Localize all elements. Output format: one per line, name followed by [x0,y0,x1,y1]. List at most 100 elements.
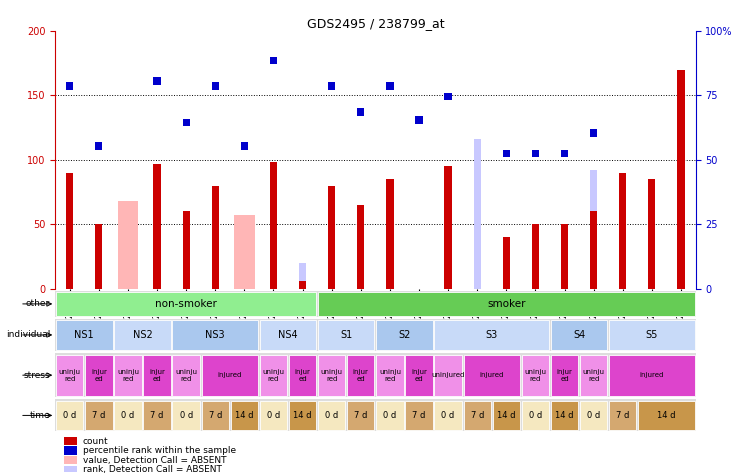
Bar [260,320,316,350]
Bar [270,163,277,289]
Bar [619,173,626,289]
Text: uninju
red: uninju red [175,369,197,382]
Bar [551,355,578,395]
Text: uninju
red: uninju red [583,369,605,382]
Bar [328,82,336,90]
Bar [551,320,607,350]
Text: injur
ed: injur ed [556,369,573,382]
Bar [114,320,171,350]
Bar [64,437,77,446]
Bar [95,142,102,149]
Text: 14 d: 14 d [657,411,676,420]
Bar [677,10,684,18]
Bar [64,447,77,455]
Text: injur
ed: injur ed [353,369,369,382]
Bar [406,401,433,430]
Bar [234,215,255,289]
Text: NS1: NS1 [74,330,94,340]
Bar [56,355,83,395]
Text: value, Detection Call = ABSENT: value, Detection Call = ABSENT [83,456,227,465]
Text: 14 d: 14 d [294,411,312,420]
Text: NS2: NS2 [132,330,152,340]
Bar [648,179,656,289]
Text: NS3: NS3 [205,330,225,340]
Bar [532,224,539,289]
Text: injured: injured [480,372,504,378]
Bar [445,93,452,100]
Bar [376,355,403,395]
Bar [66,82,74,90]
Bar [473,139,481,289]
Bar [85,355,113,395]
Bar [677,70,684,289]
Bar [299,281,306,289]
Text: uninju
red: uninju red [59,369,81,382]
Text: injur
ed: injur ed [411,369,427,382]
Bar [464,401,491,430]
Text: 7 d: 7 d [354,411,367,420]
Bar [492,401,520,430]
Bar [638,401,695,430]
Bar [172,355,200,395]
Bar [503,237,510,289]
Bar [289,355,316,395]
Bar [153,164,160,289]
Bar [202,401,229,430]
Text: 0 d: 0 d [325,411,339,420]
Text: 14 d: 14 d [235,411,254,420]
Text: S2: S2 [398,330,411,340]
Bar [551,401,578,430]
Text: uninju
red: uninju red [321,369,343,382]
Bar [347,401,375,430]
Text: uninju
red: uninju red [379,369,401,382]
Bar [415,116,422,124]
Bar [503,149,510,157]
Text: uninju
red: uninju red [525,369,546,382]
Text: individual: individual [6,330,50,339]
Text: S4: S4 [573,330,585,340]
Text: smoker: smoker [487,299,526,309]
Bar [144,355,171,395]
Bar [590,129,598,137]
Bar [609,320,695,350]
Text: 0 d: 0 d [267,411,280,420]
Text: 0 d: 0 d [180,411,193,420]
Bar [522,355,549,395]
Bar [183,118,190,126]
Bar [561,224,568,289]
Bar [376,401,403,430]
Text: injur
ed: injur ed [294,369,311,382]
Bar [386,82,394,90]
Text: 7 d: 7 d [150,411,163,420]
Bar [357,205,364,289]
Text: 0 d: 0 d [442,411,455,420]
Text: uninjured: uninjured [431,372,465,378]
Text: 7 d: 7 d [208,411,222,420]
Bar [406,355,433,395]
Bar [114,355,141,395]
Text: 0 d: 0 d [528,411,542,420]
Bar [202,355,258,395]
Bar [445,166,452,289]
Bar [66,173,74,289]
Bar [376,320,433,350]
Text: other: other [26,300,50,309]
Text: NS4: NS4 [278,330,298,340]
Text: non-smoker: non-smoker [155,299,217,309]
Bar [260,355,287,395]
Text: S1: S1 [340,330,353,340]
Bar [590,211,598,289]
Bar [172,320,258,350]
Text: 7 d: 7 d [616,411,629,420]
Text: count: count [83,437,108,446]
Bar [561,149,568,157]
Text: 0 d: 0 d [121,411,135,420]
Title: GDS2495 / 238799_at: GDS2495 / 238799_at [307,17,444,30]
Text: S3: S3 [486,330,498,340]
Bar [64,465,77,474]
Bar [85,401,113,430]
Bar [434,355,461,395]
Bar [212,186,219,289]
Bar [64,456,77,465]
Bar [532,149,539,157]
